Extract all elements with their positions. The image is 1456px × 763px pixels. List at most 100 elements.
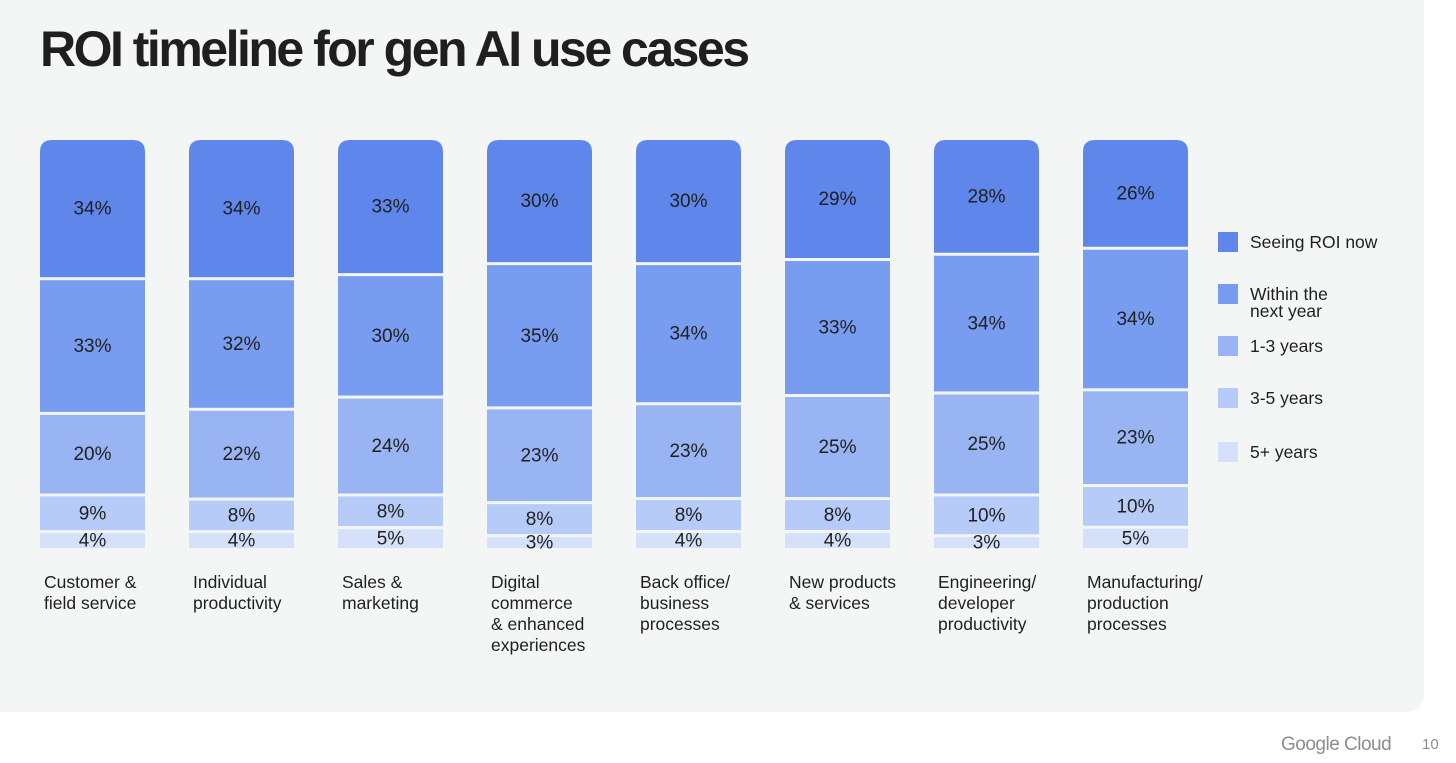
bar-segment [189, 140, 294, 278]
data-label: 3% [526, 533, 554, 554]
legend-label: 3-5 years [1250, 388, 1323, 408]
legend-swatch [1218, 284, 1238, 304]
bar-group [189, 140, 294, 548]
bar-segment [1083, 140, 1188, 247]
data-label: 23% [669, 441, 707, 462]
legend-label: Seeing ROI now [1250, 232, 1378, 252]
category-label: Digital commerce & enhanced experiences [491, 572, 586, 655]
category-label-line: developer [938, 593, 1015, 613]
category-label-line: Digital [491, 572, 540, 592]
data-label: 34% [967, 314, 1005, 335]
category-label-line: commerce [491, 593, 573, 613]
page-number: 10 [1422, 736, 1439, 753]
stacked-bar-chart: 34% 33% 20% 9% 4% Customer & field service 34% 3… [40, 140, 1378, 655]
bar-segment [189, 410, 294, 498]
legend-label-line: 5+ years [1250, 442, 1318, 462]
bar-segment [934, 255, 1039, 392]
bar-segment [636, 533, 741, 548]
data-label: 33% [371, 197, 409, 218]
slide-background: ROI timeline for gen AI use cases 34% 33%… [0, 0, 1424, 712]
data-label: 4% [228, 531, 256, 552]
data-label: 25% [818, 437, 856, 458]
bar-segment [785, 261, 890, 395]
legend-swatch [1218, 442, 1238, 462]
bar-group [934, 140, 1039, 548]
bar-segment [40, 496, 145, 531]
data-label: 4% [675, 531, 703, 552]
data-label: 22% [222, 444, 260, 465]
bar-group [785, 140, 890, 548]
bar-segment [189, 280, 294, 408]
bar-segment [40, 414, 145, 494]
data-label: 33% [818, 318, 856, 339]
legend-label-line: next year [1250, 301, 1322, 321]
bar-segment [785, 397, 890, 498]
data-label: 8% [228, 505, 256, 526]
bar-group [338, 140, 443, 548]
data-label: 34% [1116, 309, 1154, 330]
google-cloud-logo: Google Cloud [1281, 734, 1392, 755]
data-label: 8% [675, 505, 703, 526]
category-label-line: experiences [491, 635, 586, 655]
data-label: 25% [967, 434, 1005, 455]
bar-segment [487, 140, 592, 263]
data-label: 5% [377, 529, 405, 550]
data-label: 3% [973, 533, 1001, 554]
category-label: Customer & field service [44, 572, 137, 613]
category-label-line: field service [44, 593, 136, 613]
bar-segment [934, 140, 1039, 253]
data-label: 30% [669, 191, 707, 212]
category-label: Engineering/developer productivity [938, 572, 1036, 634]
bar-segment [189, 533, 294, 548]
legend-swatch [1218, 232, 1238, 252]
category-label-line: productivity [193, 593, 282, 613]
bar-segment [1083, 487, 1188, 526]
bar-segment [487, 409, 592, 502]
legend-swatch [1218, 388, 1238, 408]
bar-segment [934, 537, 1039, 548]
bar-segment [1083, 249, 1188, 389]
data-label: 34% [73, 199, 111, 220]
category-label-line: & enhanced [491, 614, 584, 634]
bar-segment [338, 140, 443, 274]
bar-group [1083, 140, 1188, 548]
data-label: 32% [222, 334, 260, 355]
page-title: ROI timeline for gen AI use cases [40, 21, 750, 77]
bar-segment [636, 140, 741, 263]
data-label: 10% [967, 505, 1005, 526]
data-label: 30% [371, 326, 409, 347]
category-label-line: productivity [938, 614, 1027, 634]
data-label: 4% [79, 531, 107, 552]
category-label: Manufacturing/production processes [1087, 572, 1203, 634]
bar-segment [636, 265, 741, 403]
bar-group [636, 140, 741, 548]
bar-segment [338, 496, 443, 527]
category-label: Individual productivity [193, 572, 282, 613]
bar-group [487, 140, 592, 548]
data-label: 4% [824, 531, 852, 552]
bar-segment [1083, 391, 1188, 485]
bar-group [40, 140, 145, 548]
data-label: 20% [73, 444, 111, 465]
bar-segment [934, 496, 1039, 535]
bar-segment [487, 504, 592, 535]
data-label: 33% [73, 336, 111, 357]
bar-segment [1083, 528, 1188, 548]
bar-segment [785, 500, 890, 531]
legend-label-line: Within the [1250, 284, 1328, 304]
data-label: 30% [520, 191, 558, 212]
category-label-line: business [640, 593, 709, 613]
bar-segment [338, 398, 443, 494]
bar-segment [487, 537, 592, 548]
category-label: Back office/business processes [640, 572, 730, 634]
bar-segment [785, 140, 890, 259]
legend-swatch [1218, 336, 1238, 356]
data-label: 5% [1122, 528, 1150, 549]
bar-segment [636, 500, 741, 531]
bar-segment [934, 394, 1039, 494]
category-label-line: Manufacturing/ [1087, 572, 1203, 592]
bar-segment [40, 533, 145, 548]
bar-segment [189, 500, 294, 531]
bar-segment [785, 533, 890, 548]
category-label: Sales & marketing [342, 572, 419, 613]
